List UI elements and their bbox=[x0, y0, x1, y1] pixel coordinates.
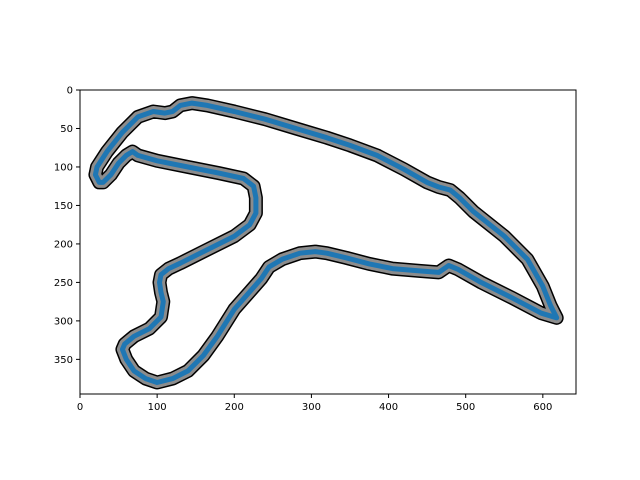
y-tick-label: 100 bbox=[54, 162, 73, 173]
x-tick-label: 200 bbox=[225, 402, 244, 413]
x-tick-label: 0 bbox=[77, 402, 83, 413]
y-tick-label: 200 bbox=[54, 239, 73, 250]
x-tick-label: 500 bbox=[456, 402, 475, 413]
y-tick-label: 350 bbox=[54, 355, 73, 366]
y-tick-label: 50 bbox=[60, 124, 73, 135]
x-tick-label: 600 bbox=[533, 402, 552, 413]
y-tick-label: 250 bbox=[54, 278, 73, 289]
x-tick-label: 100 bbox=[148, 402, 167, 413]
track-line bbox=[92, 100, 560, 385]
axes-frame bbox=[79, 89, 577, 395]
plot-area bbox=[88, 96, 564, 390]
y-axis: 0 50 100 150 200 250 300 350 bbox=[54, 86, 80, 366]
y-tick-label: 300 bbox=[54, 316, 73, 327]
y-tick-label: 0 bbox=[67, 86, 73, 97]
x-tick-label: 300 bbox=[302, 402, 321, 413]
x-axis: 0 100 200 300 400 500 600 bbox=[77, 394, 552, 413]
x-tick-label: 400 bbox=[379, 402, 398, 413]
y-tick-label: 150 bbox=[54, 201, 73, 212]
